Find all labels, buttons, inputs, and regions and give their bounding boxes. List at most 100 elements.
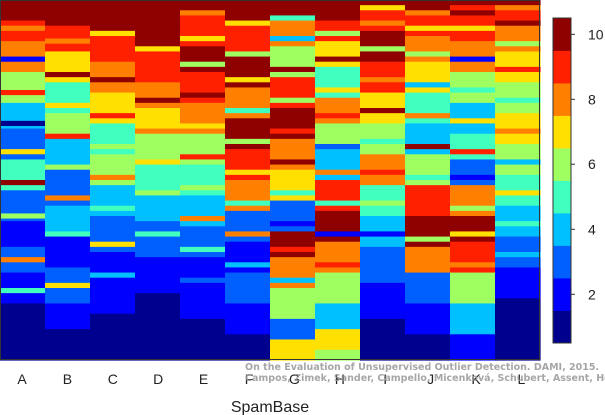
heatmap-cell <box>135 136 181 140</box>
heatmap-cell <box>360 120 406 125</box>
heatmap-cell <box>405 331 451 335</box>
heatmap-cell <box>315 336 361 341</box>
heatmap-cell <box>225 133 271 137</box>
heatmap-cell <box>225 0 271 4</box>
heatmap-cell <box>315 354 361 359</box>
heatmap-cell <box>225 144 271 148</box>
heatmap-cell <box>360 56 406 60</box>
heatmap-cell <box>180 252 226 256</box>
heatmap-cell <box>225 41 271 45</box>
heatmap-cell <box>180 123 226 127</box>
heatmap-cell <box>0 30 46 35</box>
heatmap-cell <box>135 293 181 297</box>
heatmap-cell <box>225 205 271 209</box>
heatmap-cell <box>360 200 406 204</box>
heatmap-cell <box>450 272 496 276</box>
heatmap-cell <box>315 156 361 161</box>
heatmap-cell <box>225 347 271 351</box>
heatmap-cell <box>450 28 496 32</box>
heatmap-cell <box>360 82 406 86</box>
heatmap-cell <box>495 36 541 40</box>
heatmap-cell <box>495 336 541 341</box>
heatmap-cell <box>405 23 451 27</box>
heatmap-cell <box>405 342 451 346</box>
heatmap-cell <box>90 236 136 240</box>
heatmap-cell <box>45 246 91 251</box>
heatmap-cell <box>270 277 316 281</box>
heatmap-cell <box>180 354 226 359</box>
heatmap-cell <box>90 36 136 40</box>
heatmap-cell <box>360 295 406 299</box>
heatmap-cell <box>45 159 91 163</box>
heatmap-cell <box>225 262 271 266</box>
heatmap-cell <box>225 64 271 68</box>
heatmap-cell <box>225 118 271 122</box>
heatmap-cell <box>45 205 91 209</box>
heatmap-cell <box>270 272 316 276</box>
heatmap-cell <box>135 84 181 89</box>
heatmap-cell <box>495 259 541 263</box>
heatmap-cell <box>270 203 316 207</box>
heatmap-cell <box>135 182 181 186</box>
heatmap-cell <box>360 288 406 292</box>
heatmap-cell <box>315 15 361 19</box>
heatmap-cell <box>135 126 181 130</box>
heatmap-cell <box>315 339 361 343</box>
heatmap-cell <box>135 208 181 212</box>
heatmap-cell <box>225 285 271 289</box>
heatmap-cell <box>0 244 46 248</box>
heatmap-cell <box>495 43 541 47</box>
heatmap-cell <box>90 267 136 271</box>
heatmap-cell <box>405 43 451 47</box>
heatmap-cell <box>90 234 136 238</box>
heatmap-cell <box>90 131 136 135</box>
heatmap-cell <box>225 257 271 261</box>
heatmap-cell <box>450 120 496 125</box>
heatmap-cell <box>270 133 316 137</box>
heatmap-cell <box>180 82 226 86</box>
heatmap-cell <box>360 275 406 279</box>
heatmap-cell <box>315 138 361 143</box>
heatmap-cell <box>360 154 406 158</box>
heatmap-cell <box>45 298 91 302</box>
heatmap-cell <box>405 234 451 238</box>
heatmap-cell <box>0 102 46 107</box>
heatmap-cell <box>45 198 91 202</box>
heatmap-cell <box>135 113 181 117</box>
heatmap-cell <box>180 280 226 284</box>
heatmap-cell <box>495 38 541 42</box>
heatmap-cell <box>405 56 451 60</box>
heatmap-cell <box>495 226 541 230</box>
heatmap-cell <box>225 303 271 307</box>
heatmap-cell <box>135 105 181 109</box>
heatmap-cell <box>270 87 316 91</box>
heatmap-cell <box>315 285 361 289</box>
heatmap-cell <box>45 190 91 194</box>
heatmap-cell <box>45 95 91 99</box>
heatmap-cell <box>180 200 226 204</box>
heatmap-cell <box>135 239 181 243</box>
heatmap-cell <box>360 20 406 24</box>
heatmap-cell <box>405 123 451 127</box>
heatmap-cell <box>315 12 361 17</box>
heatmap-cell <box>45 105 91 109</box>
heatmap-cell <box>135 203 181 207</box>
heatmap-cell <box>270 342 316 346</box>
heatmap-cell <box>225 195 271 199</box>
heatmap-cell <box>90 252 136 256</box>
heatmap-cell <box>180 264 226 269</box>
heatmap-cell <box>135 280 181 284</box>
heatmap-cell <box>90 221 136 225</box>
heatmap-cell <box>270 28 316 32</box>
heatmap-cell <box>315 192 361 197</box>
heatmap-cell <box>45 33 91 37</box>
heatmap-cell <box>225 5 271 9</box>
heatmap-cell <box>270 331 316 335</box>
heatmap-cell <box>90 82 136 86</box>
heatmap-cell <box>270 285 316 289</box>
heatmap-cell <box>0 349 46 353</box>
heatmap-cell <box>90 244 136 248</box>
heatmap-cell <box>360 270 406 274</box>
heatmap-cell <box>450 298 496 302</box>
heatmap-cell <box>315 231 361 235</box>
